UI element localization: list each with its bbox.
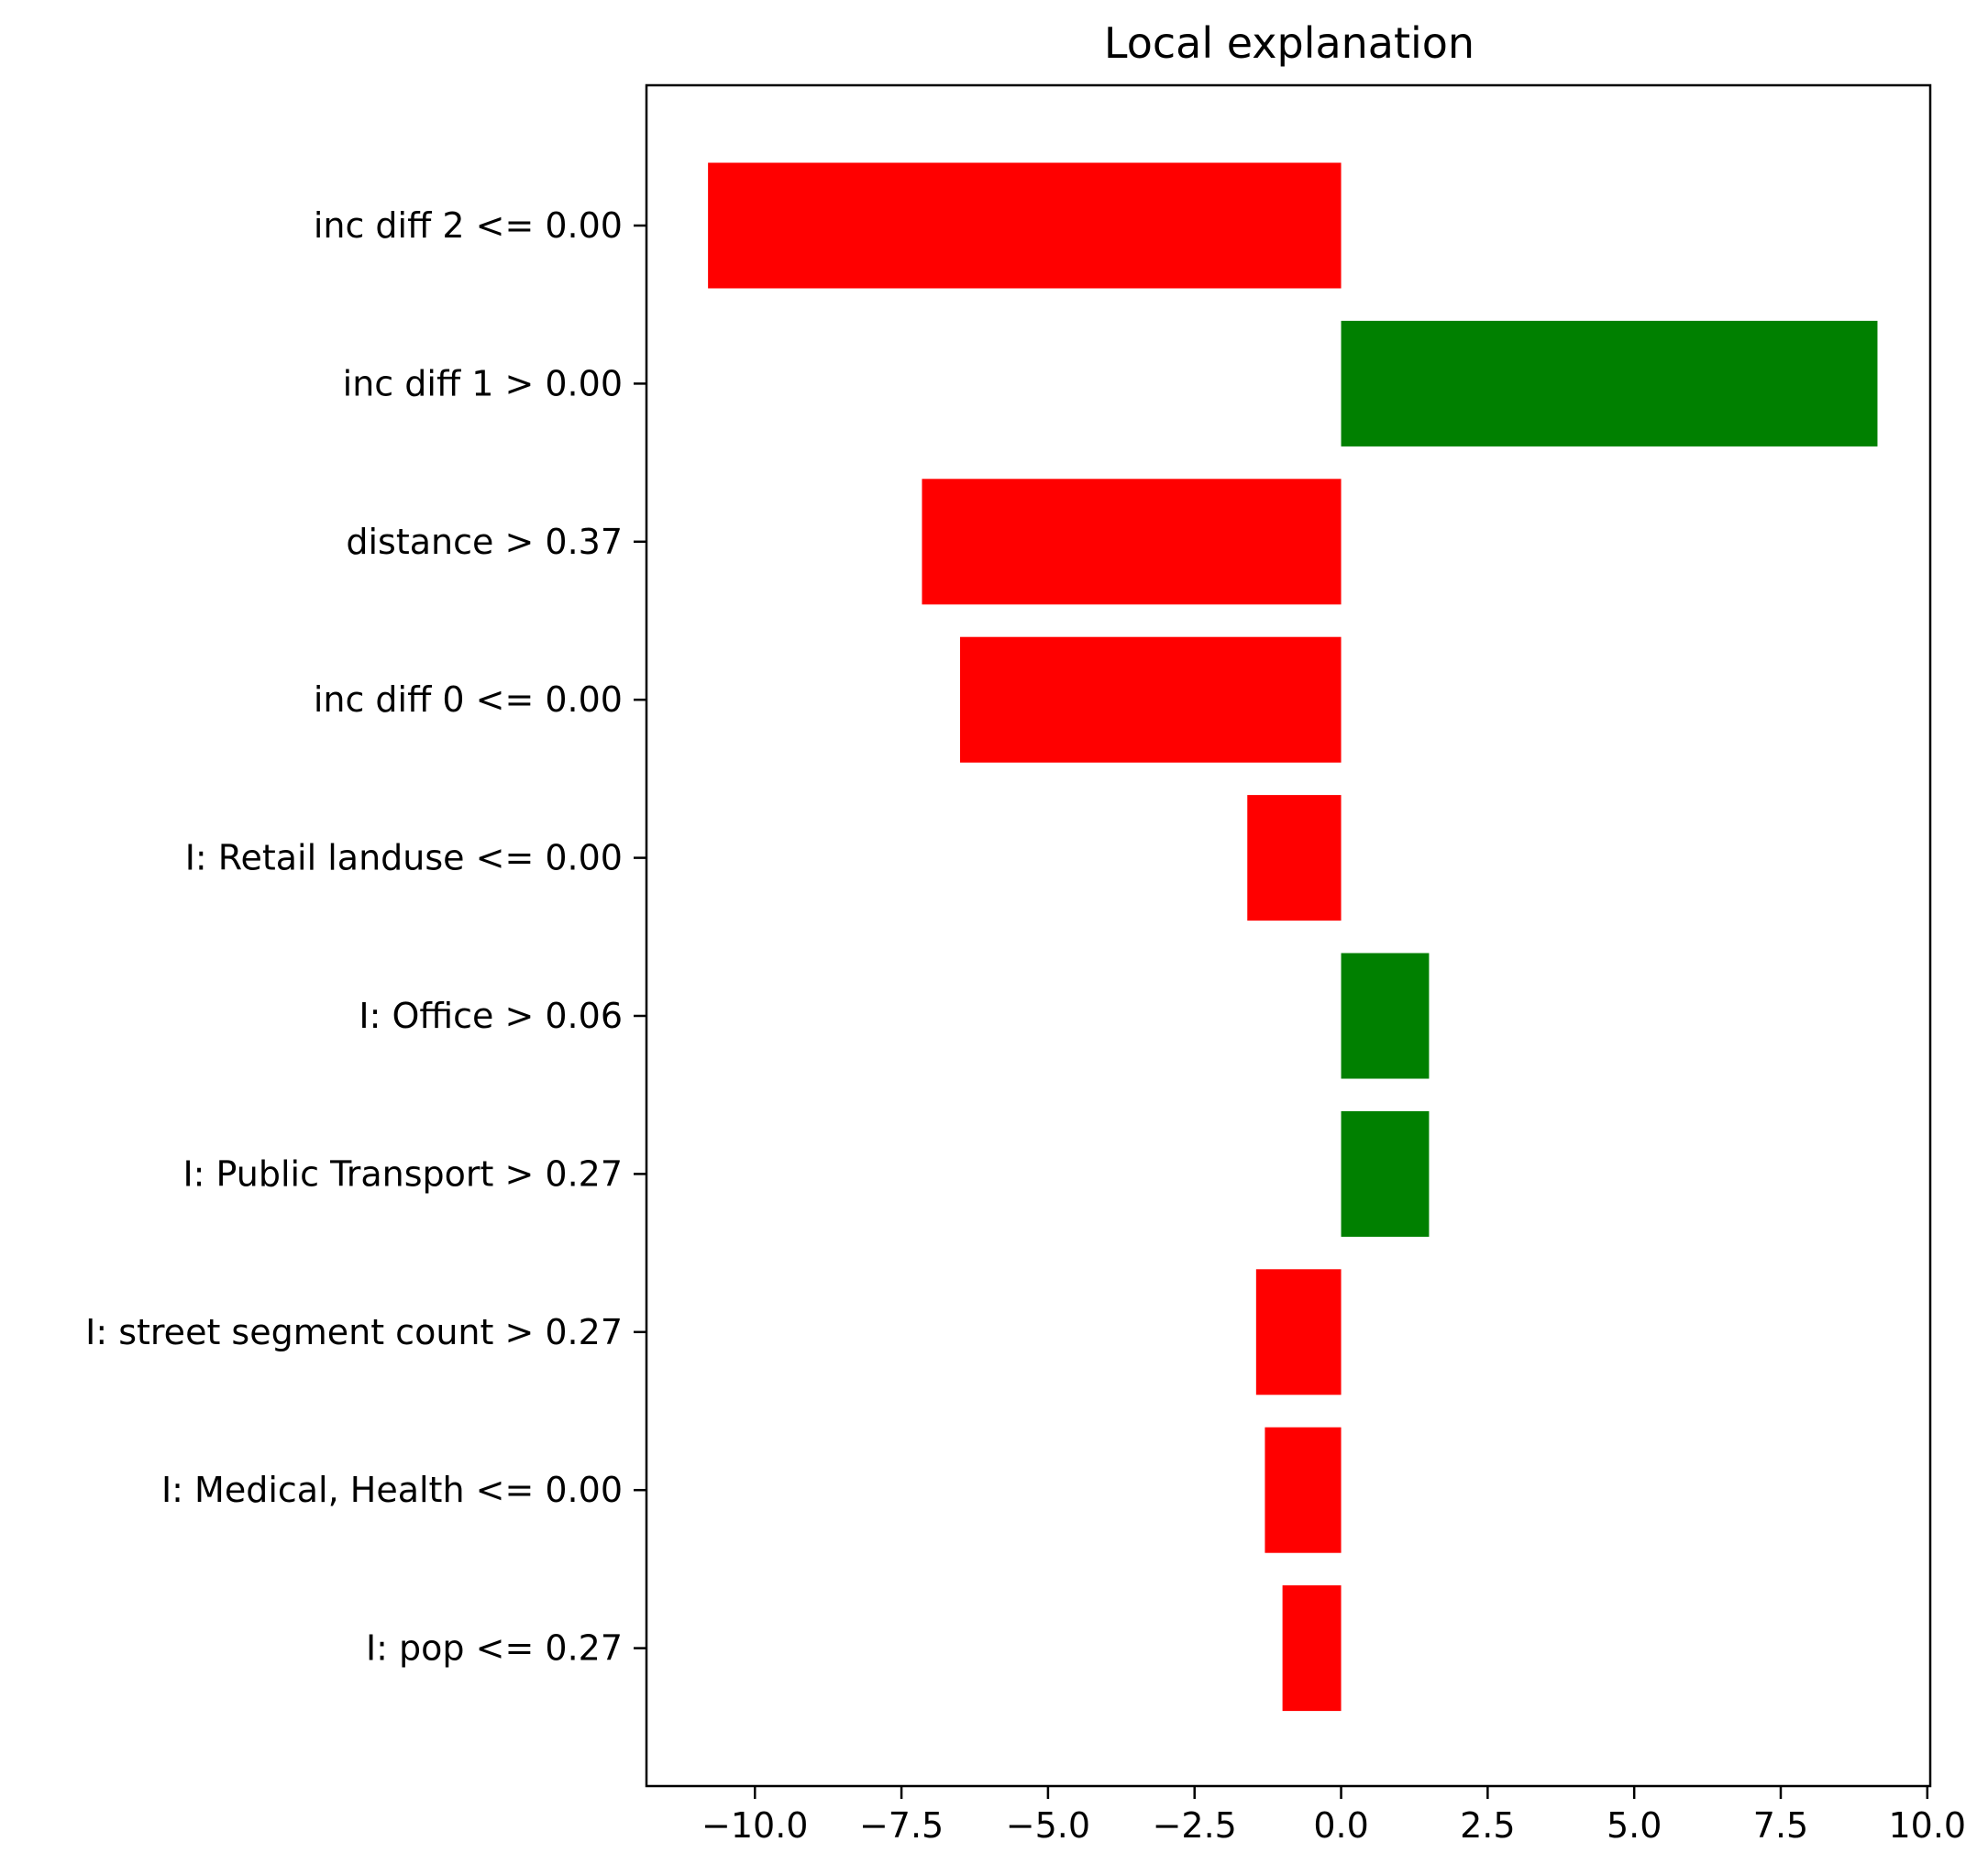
y-tick-label-5: I: Office > 0.06 (359, 996, 623, 1036)
bars (708, 162, 1878, 1712)
chart-title: Local explanation (1104, 18, 1474, 68)
x-tick-label-7: 7.5 (1753, 1805, 1808, 1846)
bar-3 (960, 636, 1342, 763)
x-axis: −10.0 −7.5 −5.0 −2.5 0.0 2.5 5.0 7.5 10.0 (701, 1786, 1966, 1846)
bar-6 (1341, 1110, 1430, 1237)
y-tick-label-8: I: Medical, Health <= 0.00 (161, 1470, 623, 1510)
y-tick-label-1: inc diff 1 > 0.00 (343, 363, 623, 403)
bar-0 (708, 162, 1342, 289)
x-tick-label-8: 10.0 (1888, 1805, 1966, 1846)
y-tick-label-0: inc diff 2 <= 0.00 (314, 205, 623, 246)
x-tick-label-6: 5.0 (1607, 1805, 1662, 1846)
y-axis: inc diff 2 <= 0.00 inc diff 1 > 0.00 dista… (85, 205, 646, 1669)
y-tick-label-3: inc diff 0 <= 0.00 (314, 679, 623, 720)
y-tick-label-7: I: street segment count > 0.27 (85, 1312, 623, 1352)
bar-1 (1341, 320, 1878, 447)
x-tick-label-5: 2.5 (1460, 1805, 1515, 1846)
x-tick-label-1: −7.5 (859, 1805, 944, 1846)
bar-9 (1282, 1585, 1342, 1712)
x-tick-label-0: −10.0 (701, 1805, 808, 1846)
bar-2 (922, 479, 1342, 605)
plot-frame (645, 83, 1932, 1788)
x-tick-label-4: 0.0 (1313, 1805, 1368, 1846)
y-tick-label-2: distance > 0.37 (346, 522, 623, 562)
bar-8 (1265, 1427, 1342, 1553)
y-tick-label-4: I: Retail landuse <= 0.00 (185, 838, 623, 878)
y-tick-label-9: I: pop <= 0.27 (366, 1628, 623, 1669)
bar-4 (1247, 795, 1342, 921)
x-tick-label-3: −2.5 (1153, 1805, 1237, 1846)
x-tick-label-2: −5.0 (1006, 1805, 1090, 1846)
y-tick-label-6: I: Public Transport > 0.27 (182, 1153, 623, 1194)
bar-7 (1255, 1269, 1342, 1395)
bar-5 (1341, 953, 1430, 1079)
